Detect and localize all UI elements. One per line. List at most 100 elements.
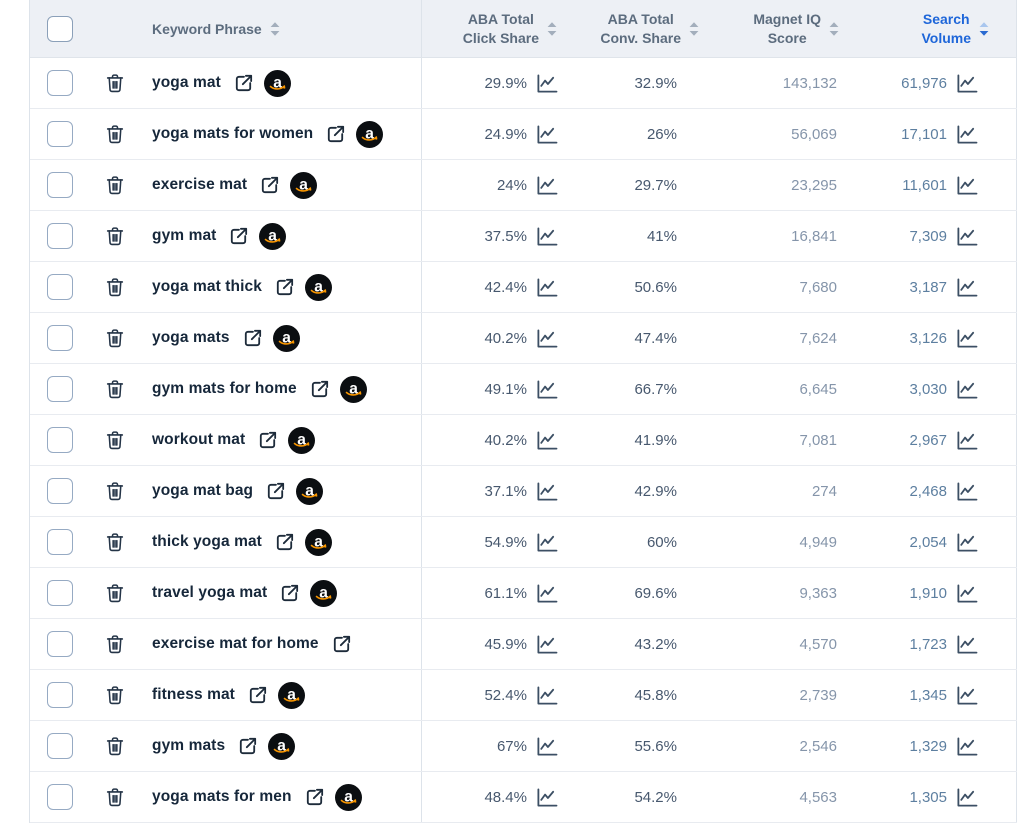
- trend-chart-icon[interactable]: [535, 379, 558, 400]
- external-link-icon[interactable]: [241, 327, 264, 350]
- row-checkbox[interactable]: [47, 631, 73, 657]
- amazon-icon[interactable]: [296, 477, 324, 505]
- delete-keyword-button[interactable]: [103, 376, 127, 402]
- sort-arrows-icon[interactable]: [688, 21, 700, 37]
- delete-keyword-button[interactable]: [103, 682, 127, 708]
- trend-chart-icon[interactable]: [535, 685, 558, 706]
- trend-chart-icon[interactable]: [955, 532, 978, 553]
- row-checkbox[interactable]: [47, 784, 73, 810]
- external-link-icon[interactable]: [303, 786, 326, 809]
- trend-chart-icon[interactable]: [535, 226, 558, 247]
- column-header-search-volume[interactable]: Search Volume: [840, 10, 992, 48]
- row-checkbox[interactable]: [47, 121, 73, 147]
- trend-chart-icon[interactable]: [955, 73, 978, 94]
- amazon-icon[interactable]: [259, 222, 287, 250]
- delete-keyword-button[interactable]: [103, 70, 127, 96]
- trend-chart-icon[interactable]: [535, 328, 558, 349]
- trend-chart-icon[interactable]: [535, 736, 558, 757]
- external-link-icon[interactable]: [330, 633, 353, 656]
- row-checkbox[interactable]: [47, 427, 73, 453]
- row-checkbox[interactable]: [47, 733, 73, 759]
- row-checkbox[interactable]: [47, 274, 73, 300]
- amazon-icon[interactable]: [339, 375, 367, 403]
- trend-chart-icon[interactable]: [535, 277, 558, 298]
- row-checkbox[interactable]: [47, 478, 73, 504]
- external-link-icon[interactable]: [264, 480, 287, 503]
- delete-keyword-button[interactable]: [103, 121, 127, 147]
- delete-keyword-button[interactable]: [103, 631, 127, 657]
- trend-chart-icon[interactable]: [955, 175, 978, 196]
- external-link-icon[interactable]: [236, 735, 259, 758]
- trend-chart-icon[interactable]: [955, 583, 978, 604]
- delete-keyword-button[interactable]: [103, 529, 127, 555]
- amazon-icon[interactable]: [263, 69, 291, 97]
- column-header-magnet-iq-score[interactable]: Magnet IQ Score: [702, 10, 840, 48]
- amazon-icon[interactable]: [288, 426, 316, 454]
- delete-keyword-button[interactable]: [103, 478, 127, 504]
- trend-chart-icon[interactable]: [535, 787, 558, 808]
- trend-chart-icon[interactable]: [955, 328, 978, 349]
- trend-chart-icon[interactable]: [955, 685, 978, 706]
- trend-chart-icon[interactable]: [535, 481, 558, 502]
- trend-chart-icon[interactable]: [535, 175, 558, 196]
- external-link-icon[interactable]: [324, 123, 347, 146]
- amazon-icon[interactable]: [356, 120, 384, 148]
- delete-keyword-button[interactable]: [103, 784, 127, 810]
- trend-chart-icon[interactable]: [535, 583, 558, 604]
- external-link-icon[interactable]: [246, 684, 269, 707]
- trend-chart-icon[interactable]: [535, 124, 558, 145]
- row-checkbox[interactable]: [47, 223, 73, 249]
- delete-keyword-button[interactable]: [103, 580, 127, 606]
- external-link-icon[interactable]: [273, 276, 296, 299]
- trend-chart-icon[interactable]: [955, 277, 978, 298]
- trend-chart-icon[interactable]: [955, 124, 978, 145]
- amazon-icon[interactable]: [268, 732, 296, 760]
- trend-chart-icon[interactable]: [955, 787, 978, 808]
- trend-chart-icon[interactable]: [955, 430, 978, 451]
- column-header-aba-conv-share[interactable]: ABA Total Conv. Share: [560, 10, 702, 48]
- select-all-checkbox[interactable]: [47, 15, 73, 42]
- external-link-icon[interactable]: [273, 531, 296, 554]
- amazon-icon[interactable]: [272, 324, 300, 352]
- amazon-icon[interactable]: [277, 681, 305, 709]
- external-link-icon[interactable]: [227, 225, 250, 248]
- trend-chart-icon[interactable]: [955, 226, 978, 247]
- sort-arrows-icon[interactable]: [546, 21, 558, 37]
- trend-chart-icon[interactable]: [955, 634, 978, 655]
- amazon-icon[interactable]: [304, 528, 332, 556]
- row-checkbox[interactable]: [47, 580, 73, 606]
- trend-chart-icon[interactable]: [535, 532, 558, 553]
- delete-keyword-button[interactable]: [103, 223, 127, 249]
- trend-chart-icon[interactable]: [535, 430, 558, 451]
- row-checkbox[interactable]: [47, 529, 73, 555]
- external-link-icon[interactable]: [256, 429, 279, 452]
- sort-arrows-icon[interactable]: [269, 21, 281, 37]
- trend-chart-icon[interactable]: [535, 73, 558, 94]
- external-link-icon[interactable]: [232, 72, 255, 95]
- delete-keyword-button[interactable]: [103, 325, 127, 351]
- trend-chart-icon[interactable]: [955, 379, 978, 400]
- amazon-icon[interactable]: [290, 171, 318, 199]
- row-checkbox[interactable]: [47, 70, 73, 96]
- row-checkbox[interactable]: [47, 376, 73, 402]
- amazon-icon[interactable]: [304, 273, 332, 301]
- delete-keyword-button[interactable]: [103, 274, 127, 300]
- delete-keyword-button[interactable]: [103, 427, 127, 453]
- sort-arrows-icon[interactable]: [828, 21, 840, 37]
- column-header-keyword-phrase[interactable]: Keyword Phrase: [138, 21, 421, 37]
- trend-chart-icon[interactable]: [955, 481, 978, 502]
- delete-keyword-button[interactable]: [103, 172, 127, 198]
- row-checkbox[interactable]: [47, 325, 73, 351]
- trend-chart-icon[interactable]: [955, 736, 978, 757]
- trend-chart-icon[interactable]: [535, 634, 558, 655]
- external-link-icon[interactable]: [258, 174, 281, 197]
- amazon-icon[interactable]: [334, 783, 362, 811]
- delete-keyword-button[interactable]: [103, 733, 127, 759]
- column-header-aba-click-share[interactable]: ABA Total Click Share: [422, 10, 560, 48]
- amazon-icon[interactable]: [310, 579, 338, 607]
- external-link-icon[interactable]: [308, 378, 331, 401]
- row-checkbox[interactable]: [47, 172, 73, 198]
- sort-arrows-icon-active[interactable]: [978, 21, 990, 37]
- external-link-icon[interactable]: [278, 582, 301, 605]
- row-checkbox[interactable]: [47, 682, 73, 708]
